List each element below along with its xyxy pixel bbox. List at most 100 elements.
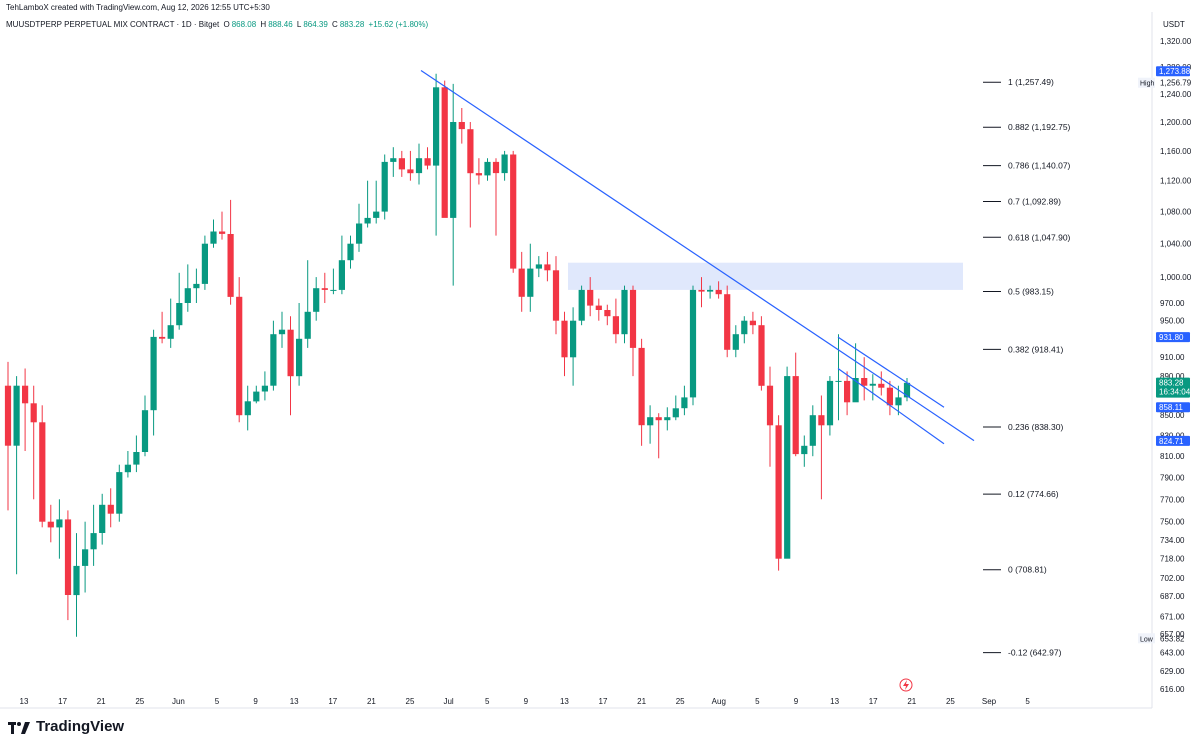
candle-body — [124, 464, 131, 473]
candle-body — [878, 383, 885, 388]
price-tag-label: 883.28 — [1159, 379, 1184, 388]
x-tick-label: 25 — [946, 697, 955, 706]
candle-body — [587, 289, 594, 306]
descending-trendline — [420, 70, 975, 442]
candle-body — [39, 422, 46, 522]
candle-body — [604, 310, 611, 317]
candle-body — [373, 211, 380, 218]
candle-body — [167, 325, 174, 339]
symbol-name[interactable]: MUUSDTPERP PERPETUAL MIX CONTRACT · 1D ·… — [6, 20, 220, 29]
candle-body — [741, 320, 748, 335]
y-tick-label: 970.00 — [1160, 299, 1185, 308]
fib-level-label: 0.382 (918.41) — [1008, 344, 1063, 354]
candle-body — [467, 129, 474, 174]
candle-body — [56, 519, 63, 528]
y-tick-label: 810.00 — [1160, 452, 1185, 461]
candle-body — [141, 410, 149, 452]
fib-level-label: 0.236 (838.30) — [1008, 422, 1063, 432]
candle-body — [184, 288, 191, 303]
candle-body — [475, 173, 482, 176]
open-value: 868.08 — [231, 20, 257, 29]
candle-body — [433, 87, 440, 166]
candle-body — [22, 385, 29, 404]
y-tick-label: 616.00 — [1160, 685, 1185, 694]
candle-body — [784, 376, 791, 559]
x-tick-label: 5 — [485, 697, 490, 706]
y-tick-label: 671.00 — [1160, 612, 1185, 621]
candle-body — [749, 320, 756, 326]
candle-body — [90, 533, 97, 550]
candle-body — [390, 158, 397, 162]
x-tick-label: 25 — [135, 697, 144, 706]
y-tick-label: 702.00 — [1160, 574, 1185, 583]
candle-body — [570, 320, 577, 358]
candle-body — [672, 408, 679, 418]
candle-body — [681, 397, 688, 409]
candle-body — [818, 415, 825, 426]
candle-body — [244, 401, 251, 416]
high-value: 888.46 — [268, 20, 293, 29]
candle-body — [441, 87, 448, 218]
candle-body — [792, 376, 799, 455]
high-marker-tag-bg — [1138, 77, 1155, 88]
candle-body — [13, 385, 20, 446]
fib-level-label: 0.7 (1,092.89) — [1008, 197, 1061, 207]
candle-body — [492, 161, 500, 174]
candle-body — [886, 387, 893, 406]
candle-body — [578, 289, 585, 321]
x-tick-label: 5 — [215, 697, 220, 706]
y-tick-label: 629.00 — [1160, 667, 1185, 676]
price-tag — [1156, 66, 1190, 77]
candle-body — [424, 158, 431, 166]
candle-body — [287, 329, 294, 377]
candle-body — [689, 289, 697, 398]
candle-body — [612, 316, 619, 335]
brand-name: TradingView — [36, 718, 125, 735]
low-label: L — [296, 20, 302, 29]
price-tag-countdown: 16:34:04 — [1159, 388, 1191, 397]
symbol-legend[interactable]: MUUSDTPERP PERPETUAL MIX CONTRACT · 1D ·… — [6, 20, 430, 29]
x-tick-label: 21 — [637, 697, 646, 706]
x-tick-label: Jul — [443, 697, 453, 706]
y-tick-label: 687.00 — [1160, 592, 1185, 601]
candle-body — [270, 334, 277, 386]
price-tag — [1156, 377, 1190, 398]
candle-body — [64, 519, 72, 595]
x-tick-label: 25 — [406, 697, 415, 706]
low-marker-tag-bg — [1138, 633, 1155, 644]
candle-body — [321, 288, 328, 290]
fib-level-label: 0.12 (774.66) — [1008, 489, 1059, 499]
y-tick-label: 1,000.00 — [1160, 273, 1192, 282]
open-label: O — [223, 20, 230, 29]
candle-body — [4, 385, 12, 446]
candle-body — [484, 161, 491, 176]
tradingview-brand[interactable]: TradingView — [8, 718, 124, 735]
candle-body — [552, 270, 560, 321]
candle-body — [159, 336, 166, 339]
candle-body — [852, 378, 859, 403]
candle-body — [766, 385, 774, 426]
candle-body — [826, 380, 834, 426]
y-tick-label: 950.00 — [1160, 317, 1185, 326]
candle-body — [150, 336, 157, 411]
fib-level-label: 0.5 (983.15) — [1008, 287, 1054, 297]
x-tick-label: 9 — [253, 697, 258, 706]
y-tick-label: 890.00 — [1160, 372, 1185, 381]
candle-body — [501, 154, 508, 174]
candle-body — [116, 472, 123, 514]
candle-body — [758, 325, 765, 386]
candle-body — [278, 329, 286, 335]
candle-body — [407, 169, 414, 174]
price-tag — [1156, 332, 1190, 343]
candle-body — [30, 403, 37, 423]
candle-body — [715, 289, 722, 295]
x-tick-label: 17 — [599, 697, 608, 706]
candle-body — [869, 383, 876, 386]
y-tick-label: 790.00 — [1160, 474, 1185, 483]
candle-body — [698, 289, 705, 292]
candle-body — [47, 521, 54, 528]
candle-body — [844, 380, 851, 403]
x-tick-label: 21 — [907, 697, 916, 706]
